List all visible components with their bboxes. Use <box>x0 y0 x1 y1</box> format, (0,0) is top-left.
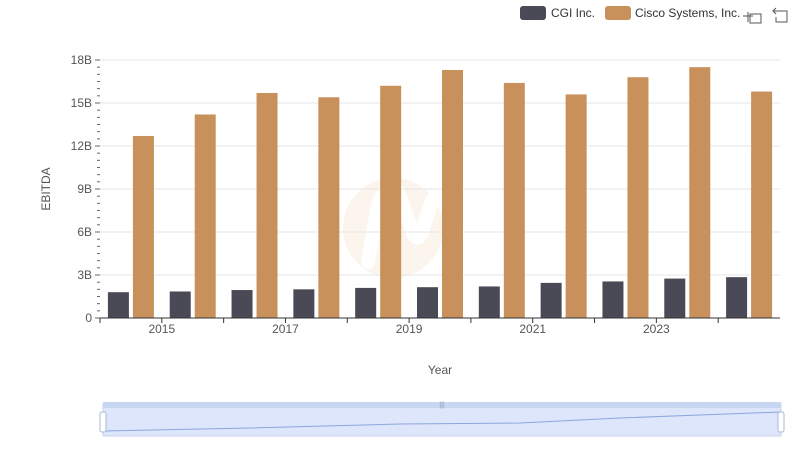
bar-cgi-2018[interactable] <box>355 287 377 318</box>
bar-cisco-2017[interactable] <box>318 97 340 319</box>
bar-cgi-2022[interactable] <box>602 281 624 318</box>
bar-cisco-2021[interactable] <box>565 94 587 319</box>
y-tick-label: 12B <box>71 139 92 153</box>
bar-cisco-2014[interactable] <box>132 135 154 318</box>
restore-icon[interactable] <box>772 7 788 23</box>
bar-cgi-2017[interactable] <box>293 289 315 318</box>
x-tick-label: 2017 <box>272 322 299 336</box>
legend-swatch-cgi <box>520 6 546 20</box>
bar-cisco-2024[interactable] <box>751 91 773 319</box>
bar-cgi-2024[interactable] <box>726 277 748 318</box>
slider-right-handle[interactable] <box>777 411 785 433</box>
y-tick-label: 15B <box>71 96 92 110</box>
x-tick-label: 2019 <box>396 322 423 336</box>
slider-grip-icon[interactable]: ||| <box>439 402 445 409</box>
slider-preview-line <box>102 411 782 432</box>
bar-cisco-2019[interactable] <box>442 70 463 319</box>
data-zoom-slider[interactable]: ||| <box>99 402 785 437</box>
legend-item-cisco[interactable]: Cisco Systems, Inc. <box>605 6 740 20</box>
bar-cgi-2021[interactable] <box>540 282 562 318</box>
x-axis-title: Year <box>428 363 452 377</box>
slider-left-handle[interactable] <box>99 411 107 433</box>
y-tick-label: 9B <box>77 182 92 196</box>
bar-cgi-2019[interactable] <box>417 287 438 318</box>
y-tick-label: 6B <box>77 225 92 239</box>
x-tick-label: 2021 <box>519 322 546 336</box>
y-axis-title: EBITDA <box>39 167 53 210</box>
bar-cisco-2020[interactable] <box>503 82 525 318</box>
y-tick-label: 18B <box>71 53 92 67</box>
bar-cgi-2023[interactable] <box>664 278 686 318</box>
legend-swatch-cisco <box>605 6 631 20</box>
slider-track <box>102 403 782 437</box>
y-tick-label: 3B <box>77 268 92 282</box>
legend: CGI Inc. Cisco Systems, Inc. <box>520 6 740 20</box>
bar-cisco-2022[interactable] <box>627 77 649 318</box>
bar-cisco-2018[interactable] <box>380 85 402 318</box>
y-tick-label: 0 <box>85 311 92 325</box>
bar-cgi-2015[interactable] <box>169 291 191 318</box>
x-axis-ticks: 2015 2017 2019 2021 2023 <box>99 318 719 336</box>
bars <box>107 67 773 319</box>
bar-cisco-2015[interactable] <box>194 114 216 318</box>
legend-label-cgi: CGI Inc. <box>551 6 595 20</box>
bar-cgi-2016[interactable] <box>231 290 253 318</box>
y-axis-ticks: 0 3B 6B 9B 12B 15B 18B <box>71 53 100 325</box>
bar-cgi-2020[interactable] <box>478 286 500 318</box>
legend-item-cgi[interactable]: CGI Inc. <box>520 6 595 20</box>
bar-cisco-2023[interactable] <box>689 67 711 319</box>
bar-cisco-2016[interactable] <box>256 92 278 318</box>
x-tick-label: 2023 <box>643 322 670 336</box>
zoom-icon[interactable] <box>743 12 762 24</box>
slider-top-bar[interactable] <box>103 402 781 408</box>
bar-cgi-2014[interactable] <box>107 292 129 318</box>
x-tick-label: 2015 <box>148 322 175 336</box>
legend-label-cisco: Cisco Systems, Inc. <box>635 6 740 20</box>
